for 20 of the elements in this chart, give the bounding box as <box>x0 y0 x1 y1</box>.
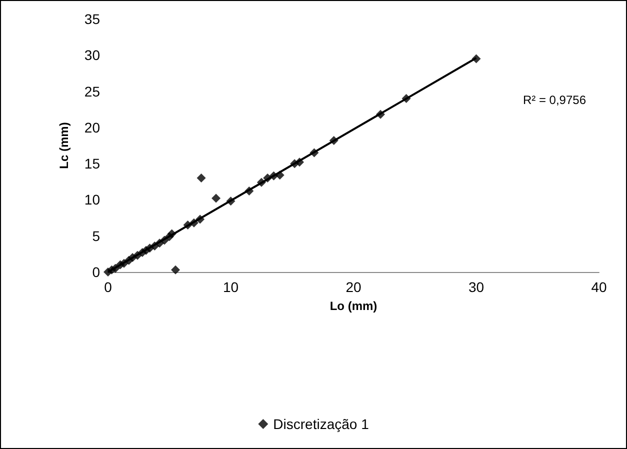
y-tick-label: 0 <box>92 264 100 280</box>
x-tick-label: 10 <box>222 279 239 295</box>
x-tick-label: 0 <box>104 279 112 295</box>
y-tick-label: 20 <box>84 119 100 136</box>
annotation: R² = 0,9756 <box>522 93 586 107</box>
x-axis-title: Lo (mm) <box>330 299 378 313</box>
y-tick-label: 10 <box>84 192 100 208</box>
y-axis-title: Lc (mm) <box>57 122 71 169</box>
point <box>171 265 180 274</box>
y-tick-label: 35 <box>84 11 100 27</box>
y-tick-label: 30 <box>84 47 100 64</box>
y-tick-label: 25 <box>84 83 100 100</box>
x-tick-label: 30 <box>468 279 484 295</box>
x-tick-label: 40 <box>591 279 607 295</box>
y-tick-label: 5 <box>92 228 100 244</box>
y-tick-label: 15 <box>84 156 100 172</box>
legend-label: Discretização 1 <box>273 416 370 432</box>
x-tick-label: 20 <box>346 279 362 295</box>
point <box>196 174 206 183</box>
point <box>212 194 221 203</box>
